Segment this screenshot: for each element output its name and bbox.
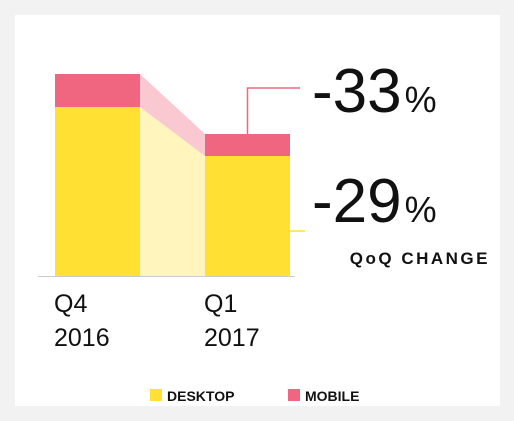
bar-segment xyxy=(55,74,140,107)
change-unit: % xyxy=(405,189,437,230)
change-unit: % xyxy=(405,79,437,120)
change-caption: QoQ CHANGE xyxy=(350,249,490,268)
x-tick-label: 2017 xyxy=(204,324,260,352)
x-tick-label: Q1 xyxy=(204,290,237,318)
change-value: -29 xyxy=(312,167,402,236)
legend-swatch xyxy=(150,389,162,401)
bar-segment xyxy=(205,134,290,156)
legend-swatch xyxy=(288,389,300,401)
connector-band xyxy=(140,74,205,156)
legend-label: DESKTOP xyxy=(167,388,234,404)
x-tick-label: 2016 xyxy=(54,324,110,352)
bar-segment xyxy=(55,107,140,276)
connector-band xyxy=(140,107,205,276)
change-value: -33 xyxy=(312,57,402,126)
x-tick-label: Q4 xyxy=(54,290,87,318)
leader-line xyxy=(246,87,300,134)
change-label: -33% xyxy=(312,57,437,126)
legend-label: MOBILE xyxy=(305,388,359,404)
bar-segment xyxy=(205,156,290,276)
change-label: -29% xyxy=(312,167,437,236)
